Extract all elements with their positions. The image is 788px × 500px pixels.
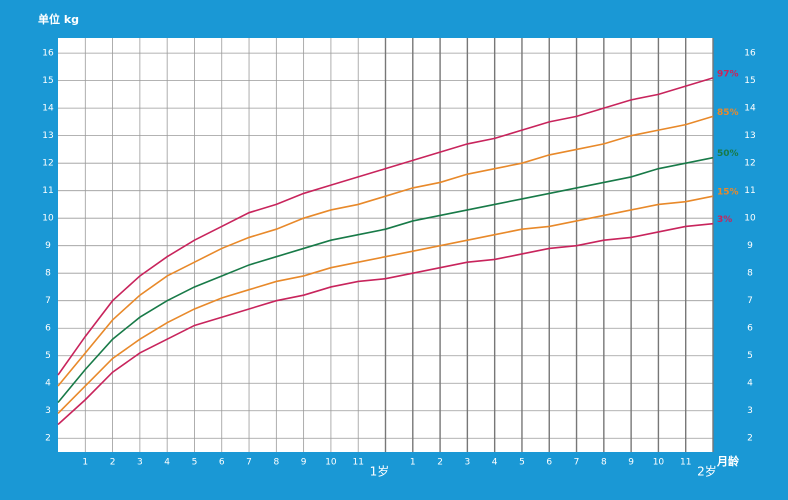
y-tick-label: 2 xyxy=(45,434,51,444)
legend-label: 85% xyxy=(717,108,739,118)
legend-label: 50% xyxy=(717,149,739,159)
y-tick-label: 3 xyxy=(45,406,51,416)
line xyxy=(57,156,714,403)
x-tick-label: 9 xyxy=(628,458,634,468)
x-tick-label: 2 xyxy=(110,458,116,468)
line xyxy=(57,77,714,376)
y-axis-label: 单位 kg xyxy=(38,12,79,26)
x-tick-label: 10 xyxy=(325,458,337,468)
x-tick-label: 11 xyxy=(352,458,363,468)
y-tick-label-right: 2 xyxy=(747,434,753,444)
x-tick-label: 3 xyxy=(137,458,143,468)
x-tick-label: 5 xyxy=(519,458,525,468)
y-tick-label: 11 xyxy=(42,186,53,196)
x-tick-label: 9 xyxy=(301,458,307,468)
line xyxy=(57,115,714,387)
y-tick-label-right: 11 xyxy=(744,186,755,196)
x-tick-label: 5 xyxy=(192,458,198,468)
y-tick-label-right: 4 xyxy=(747,379,753,389)
y-tick-label-right: 15 xyxy=(744,76,755,86)
x-tick-label: 2岁 xyxy=(697,464,717,479)
y-tick-label-right: 5 xyxy=(747,351,753,361)
x-tick-label: 10 xyxy=(653,458,665,468)
x-tick-label: 1 xyxy=(410,458,416,468)
y-tick-label-right: 13 xyxy=(744,131,755,141)
legend-label: 97% xyxy=(717,69,739,79)
x-tick-label: 11 xyxy=(680,458,691,468)
y-tick-label-right: 6 xyxy=(747,324,753,334)
line xyxy=(57,195,714,415)
x-tick-label: 7 xyxy=(246,458,252,468)
x-tick-label: 1 xyxy=(82,458,88,468)
y-tick-label: 16 xyxy=(42,49,54,59)
y-tick-label: 8 xyxy=(45,269,51,279)
y-tick-label: 10 xyxy=(42,214,54,224)
y-tick-label: 7 xyxy=(45,296,51,306)
line xyxy=(57,222,714,426)
x-tick-label: 8 xyxy=(601,458,607,468)
x-tick-label: 3 xyxy=(465,458,471,468)
y-tick-label-right: 9 xyxy=(747,241,753,251)
legend-label: 15% xyxy=(717,188,739,198)
y-tick-label: 4 xyxy=(45,379,51,389)
y-tick-label: 12 xyxy=(42,159,53,169)
x-tick-label: 2 xyxy=(437,458,443,468)
x-tick-label: 6 xyxy=(219,458,225,468)
y-tick-label: 5 xyxy=(45,351,51,361)
x-axis-label: 月龄 xyxy=(716,454,740,468)
x-tick-label: 7 xyxy=(574,458,580,468)
y-tick-label-right: 14 xyxy=(744,104,756,114)
y-tick-label: 6 xyxy=(45,324,51,334)
y-tick-label: 15 xyxy=(42,76,53,86)
y-tick-label-right: 8 xyxy=(747,269,753,279)
y-tick-label: 14 xyxy=(42,104,54,114)
legend-label: 3% xyxy=(717,215,732,225)
y-tick-label-right: 7 xyxy=(747,296,753,306)
y-tick-label: 13 xyxy=(42,131,53,141)
y-tick-label-right: 10 xyxy=(744,214,756,224)
y-tick-label-right: 16 xyxy=(744,49,756,59)
x-tick-label: 4 xyxy=(492,458,498,468)
x-tick-label: 1岁 xyxy=(370,464,390,479)
x-tick-label: 4 xyxy=(164,458,170,468)
y-tick-label-right: 12 xyxy=(744,159,755,169)
x-tick-label: 8 xyxy=(273,458,279,468)
y-tick-label-right: 3 xyxy=(747,406,753,416)
x-tick-label: 6 xyxy=(546,458,552,468)
y-tick-label: 9 xyxy=(45,241,51,251)
